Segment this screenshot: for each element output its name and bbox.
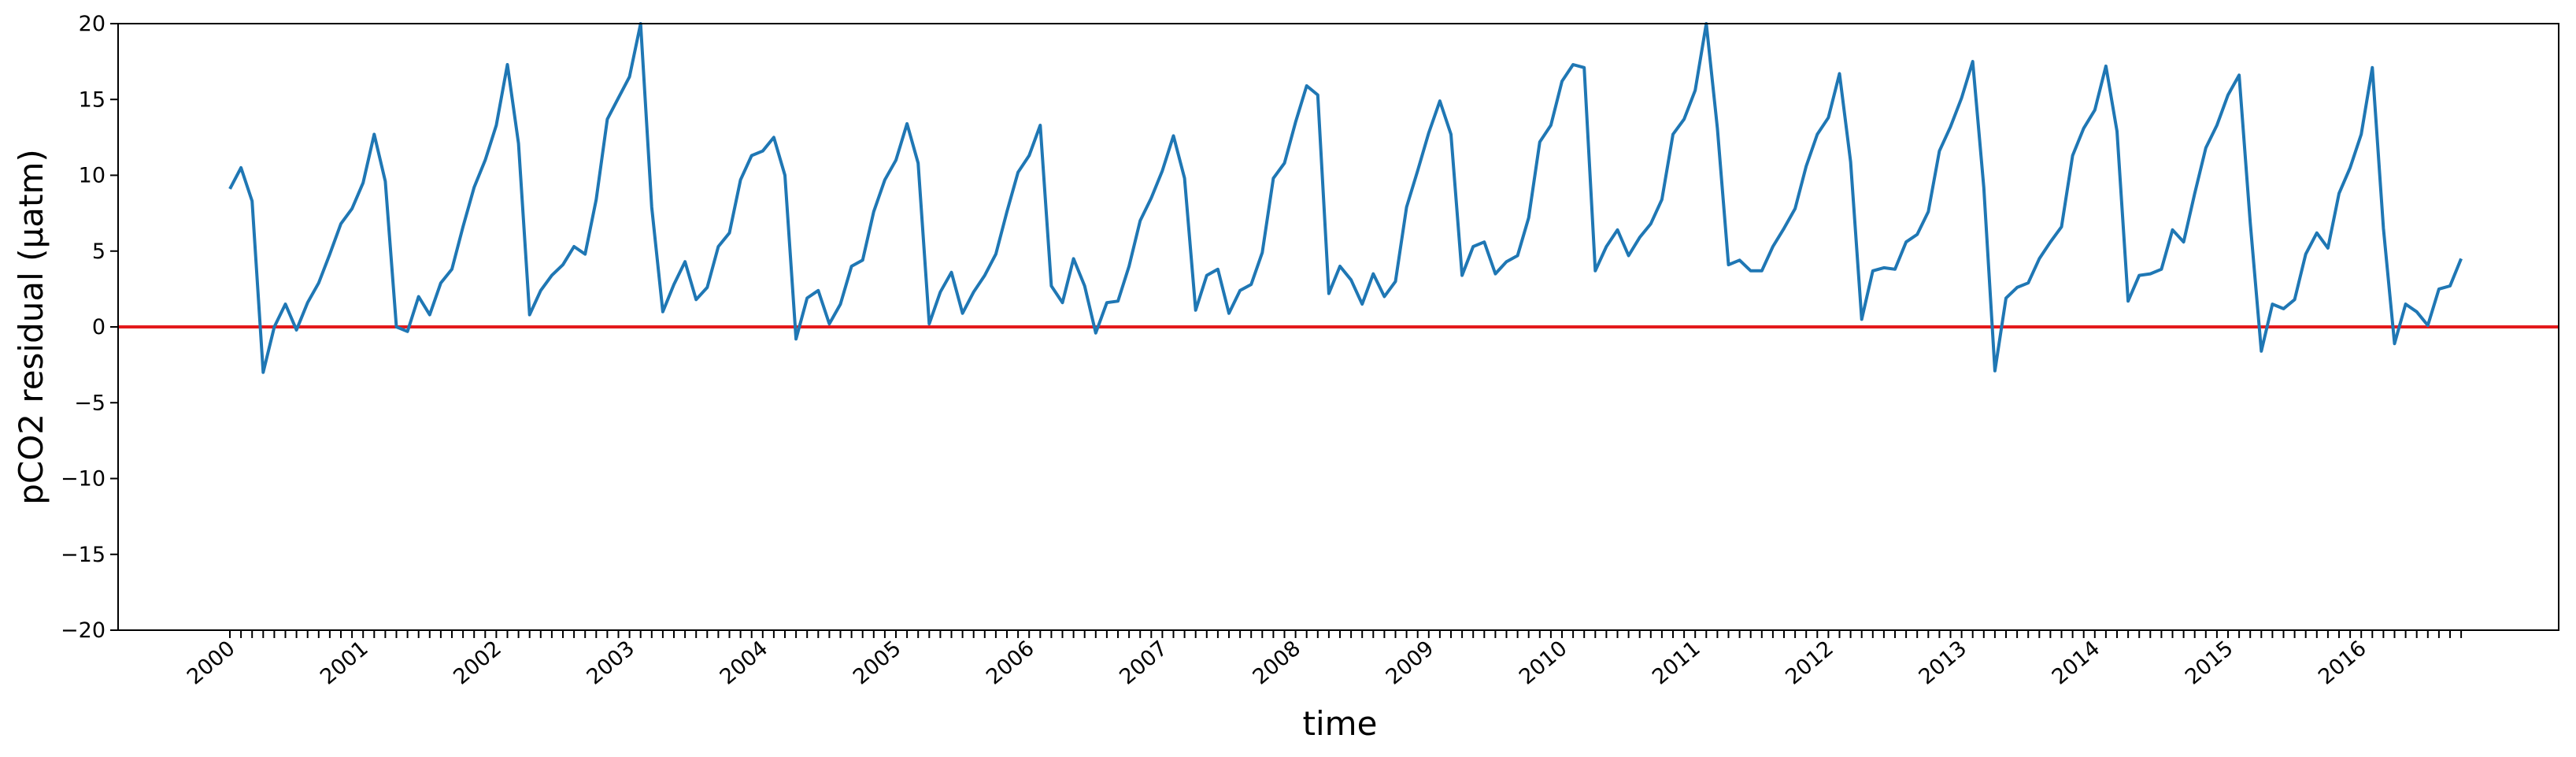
x-tick-label: 2005 (849, 636, 906, 690)
x-tick-label: 2001 (316, 636, 373, 690)
y-axis-title: pCO2 residual (μatm) (12, 149, 50, 505)
y-axis-ticks: −20 −15 −10 −5 0 5 10 15 20 (61, 12, 118, 643)
x-tick-label: 2015 (2181, 636, 2238, 690)
series-line (228, 22, 2463, 374)
x-axis-ticks: 2000 2001 2002 2003 2004 2005 2006 2007 2008 2009… (183, 630, 2463, 690)
x-tick-label: 2011 (1648, 636, 1705, 690)
y-tick-label: 10 (79, 164, 105, 188)
x-tick-label: 2012 (1781, 636, 1838, 690)
plot-area: −20 −15 −10 −5 0 5 10 15 20 2000 2001 2002 2003 2004… (61, 12, 2559, 690)
x-tick-label: 2014 (2048, 636, 2105, 690)
y-tick-label: 0 (92, 315, 105, 340)
x-tick-label: 2002 (449, 636, 506, 690)
x-tick-label: 2016 (2314, 636, 2371, 690)
y-tick-label: −10 (61, 467, 105, 492)
x-tick-label: 2000 (183, 636, 240, 690)
x-tick-label: 2006 (982, 636, 1039, 690)
x-tick-label: 2007 (1115, 636, 1172, 690)
y-tick-label: 5 (92, 239, 105, 264)
x-tick-label: 2009 (1382, 636, 1439, 690)
y-tick-label: −15 (61, 543, 105, 567)
plot-frame (117, 23, 2559, 631)
x-axis-title: time (1303, 704, 1378, 743)
y-tick-label: 20 (79, 12, 105, 36)
x-tick-label: 2010 (1515, 636, 1572, 690)
x-tick-label: 2013 (1915, 636, 1972, 690)
y-tick-label: 15 (79, 87, 105, 112)
y-tick-label: −20 (61, 618, 105, 643)
x-tick-label: 2003 (583, 636, 640, 690)
x-tick-label: 2008 (1249, 636, 1306, 690)
y-tick-label: −5 (74, 391, 105, 415)
x-tick-label: 2004 (716, 636, 773, 690)
